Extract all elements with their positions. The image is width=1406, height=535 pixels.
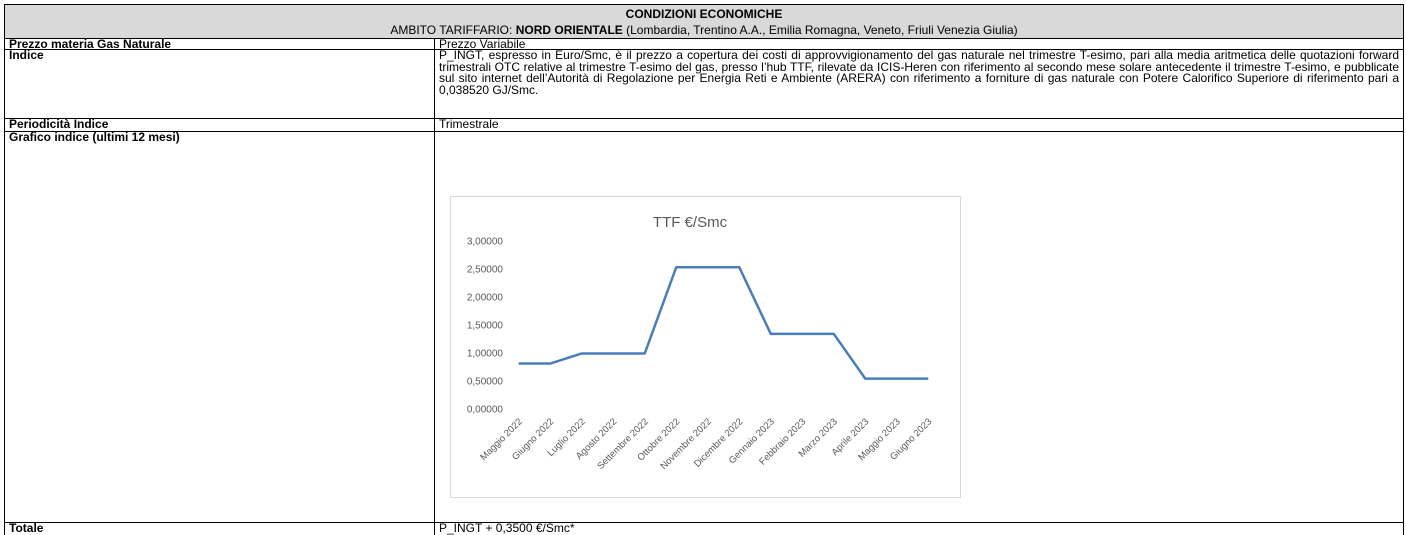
subtitle-prefix: AMBITO TARIFFARIO: [390, 23, 513, 37]
y-tick-label: 0,50000 [467, 377, 504, 388]
chart-title: TTF €/Smc [653, 214, 728, 231]
row-label: Periodicità Indice [4, 118, 435, 132]
subtitle-bold: NORD ORIENTALE [515, 23, 623, 37]
row-label: Grafico indice (ultimi 12 mesi) [4, 131, 435, 523]
y-tick-label: 1,50000 [467, 321, 504, 332]
header-subtitle: AMBITO TARIFFARIO: NORD ORIENTALE (Lomba… [9, 22, 1399, 38]
y-tick-label: 2,50000 [467, 265, 504, 276]
row-value: P_INGT, espresso in Euro/Smc, è il prezz… [434, 49, 1404, 119]
chart: TTF €/Smc 0,00000 0,50000 1,00000 1,50000 2,… [450, 196, 961, 498]
y-tick-label: 0,00000 [467, 405, 504, 416]
row-label: Totale [4, 522, 435, 535]
y-tick-label: 3,00000 [467, 237, 504, 248]
chart-frame [450, 196, 961, 498]
y-tick-label: 2,00000 [467, 293, 504, 304]
header: CONDIZIONI ECONOMICHE AMBITO TARIFFARIO:… [4, 4, 1404, 39]
line-series [518, 265, 929, 380]
y-tick-label: 1,00000 [467, 349, 504, 360]
row-value: Trimestrale [434, 118, 1404, 132]
header-title: CONDIZIONI ECONOMICHE [625, 7, 783, 21]
row-value: P_INGT + 0,3500 €/Smc* [434, 522, 1404, 535]
row-label: Indice [4, 49, 435, 119]
subtitle-suffix: (Lombardia, Trentino A.A., Emilia Romagn… [626, 23, 1018, 37]
